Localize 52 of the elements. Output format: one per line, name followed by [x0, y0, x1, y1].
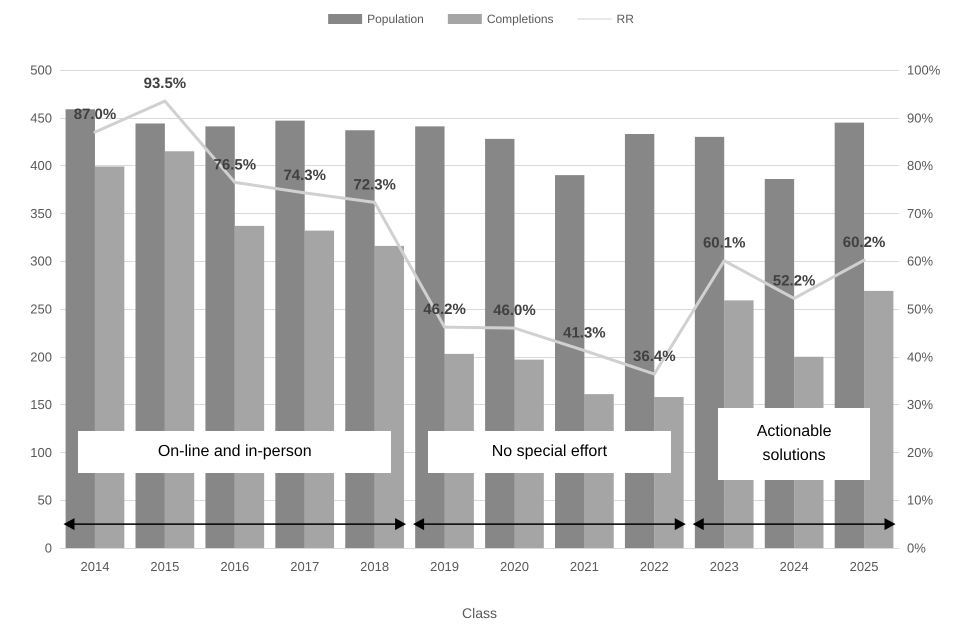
legend-label: Completions — [486, 12, 554, 26]
text-box: On-line and in-person — [78, 431, 392, 474]
y2-tick-label: 30% — [907, 397, 934, 412]
data-label: 76.5% — [214, 156, 256, 174]
data-label: 36.4% — [633, 348, 676, 366]
x-tick-label: 2024 — [780, 559, 809, 574]
y-tick-label: 400 — [30, 158, 52, 174]
y-tick-label: 200 — [30, 349, 52, 364]
y2-tick-label: 60% — [907, 254, 934, 269]
y2-tick-label: 20% — [907, 444, 934, 460]
x-axis-title: Class — [462, 605, 498, 621]
text-box: Actionable solutions — [718, 408, 870, 480]
y2-tick-label: 0% — [907, 540, 926, 556]
y-tick-label: 250 — [30, 302, 52, 316]
y2-tick-label: 10% — [907, 492, 934, 508]
x-tick-label: 2023 — [710, 559, 739, 574]
y-tick-label: 150 — [30, 397, 52, 412]
y2-tick-label: 90% — [907, 110, 934, 126]
y-tick-label: 100 — [30, 444, 52, 460]
y2-tick-label: 100% — [907, 62, 941, 78]
y-tick-label: 50 — [38, 492, 52, 508]
data-label: 74.3% — [283, 166, 326, 184]
y-tick-label: 500 — [30, 62, 52, 78]
data-label: 87.0% — [74, 106, 116, 124]
bar — [864, 290, 894, 548]
x-tick-label: 2016 — [220, 559, 250, 574]
x-tick-label: 2018 — [360, 559, 390, 574]
text-box: No special effort — [428, 431, 671, 474]
data-label: 93.5% — [144, 75, 186, 92]
y2-tick-label: 80% — [907, 158, 934, 174]
legend-label: RR — [616, 12, 634, 26]
y2-tick-label: 70% — [907, 206, 934, 221]
x-tick-label: 2015 — [150, 559, 180, 574]
data-label: 60.1% — [702, 234, 746, 252]
x-tick-label: 2025 — [850, 559, 879, 574]
x-tick-label: 2014 — [80, 559, 110, 574]
y-tick-label: 450 — [30, 110, 52, 126]
x-tick-label: 2022 — [640, 559, 669, 574]
y2-tick-label: 40% — [907, 349, 934, 364]
x-tick-label: 2019 — [430, 559, 460, 574]
bar — [374, 246, 404, 548]
data-label: 60.2% — [842, 234, 886, 252]
x-tick-label: 2020 — [500, 559, 529, 574]
y2-tick-label: 50% — [907, 302, 934, 316]
y-tick-label: 0 — [44, 540, 52, 556]
y-tick-label: 350 — [30, 206, 52, 221]
y-tick-label: 300 — [30, 254, 52, 269]
data-label: 46.0% — [493, 302, 536, 320]
x-tick-label: 2017 — [290, 559, 320, 574]
legend-label: Population — [367, 12, 424, 26]
data-label: 46.2% — [423, 301, 466, 318]
x-tick-label: 2021 — [570, 559, 599, 574]
